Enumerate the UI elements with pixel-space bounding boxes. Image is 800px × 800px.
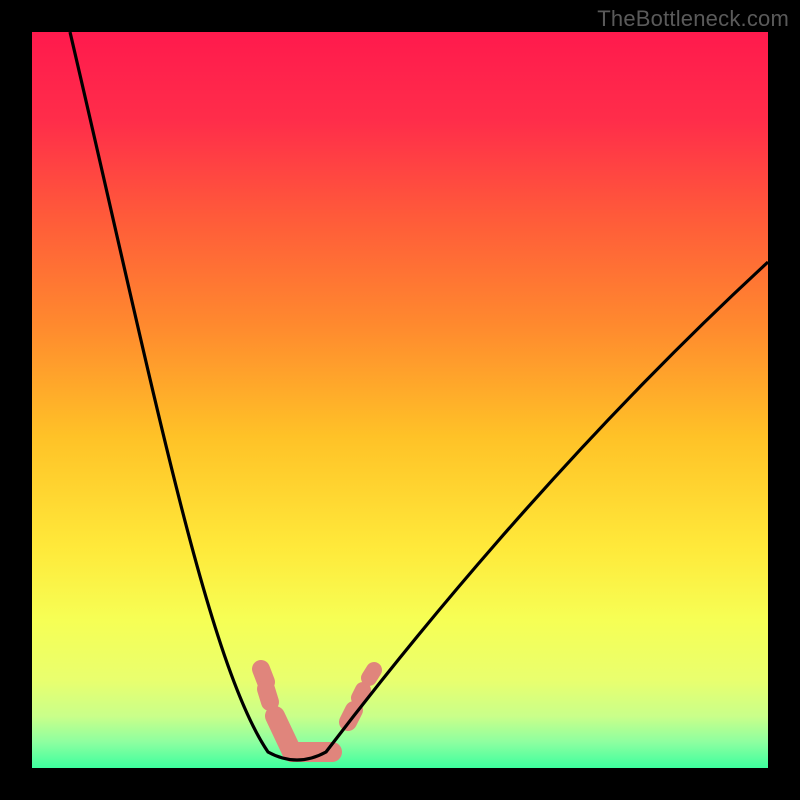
chart-frame: TheBottleneck.com (0, 0, 800, 800)
bottleneck-curve (70, 32, 768, 760)
curve-layer (0, 0, 800, 800)
watermark-text: TheBottleneck.com (597, 6, 789, 32)
